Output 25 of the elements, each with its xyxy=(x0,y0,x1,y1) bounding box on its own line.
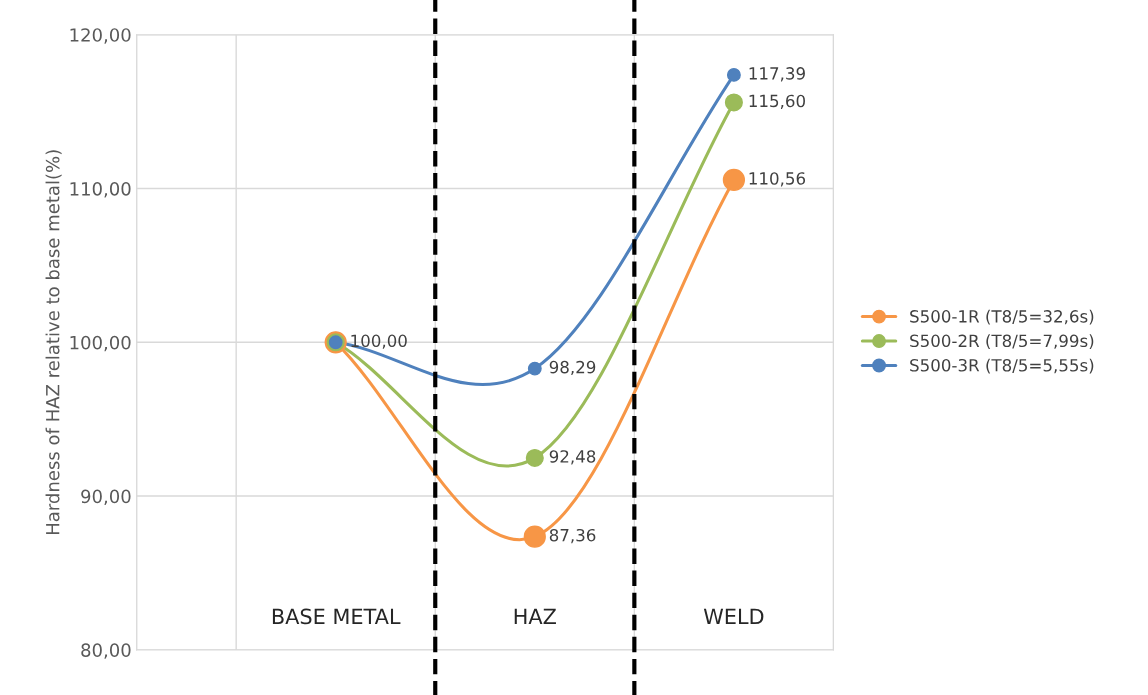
point xyxy=(525,448,544,467)
legend-label: S500-1R (T8/5=32,6s) xyxy=(910,309,1094,325)
data-label: 92,48 xyxy=(549,450,596,465)
y-tick-label: 100,00 xyxy=(70,335,131,352)
legend-label: S500-2R (T8/5=7,99s) xyxy=(910,334,1094,350)
data-label: 117,39 xyxy=(749,67,805,82)
point xyxy=(722,168,746,192)
point xyxy=(527,361,542,376)
x-tick-label: WELD xyxy=(703,608,764,624)
data-label: 98,29 xyxy=(549,360,596,376)
x-tick-label: BASE METAL xyxy=(272,608,401,625)
point xyxy=(724,93,743,112)
legend-label: S500-3R (T8/5=5,55s) xyxy=(910,358,1094,374)
y-tick-label: 110,00 xyxy=(70,181,131,198)
y-tick-label: 120,00 xyxy=(70,28,131,44)
point xyxy=(726,67,741,82)
x-tick-label: HAZ xyxy=(514,608,556,624)
point xyxy=(523,525,546,548)
y-tick-label: 80,00 xyxy=(81,643,131,659)
data-label: 115,60 xyxy=(749,94,805,109)
data-label: 87,36 xyxy=(549,528,596,544)
data-label: 100,00 xyxy=(351,334,407,349)
y-tick-label: 90,00 xyxy=(81,489,131,506)
y-axis-title: Hardness of HAZ relative to base metal(%) xyxy=(45,150,62,535)
data-label: 110,56 xyxy=(749,172,806,187)
